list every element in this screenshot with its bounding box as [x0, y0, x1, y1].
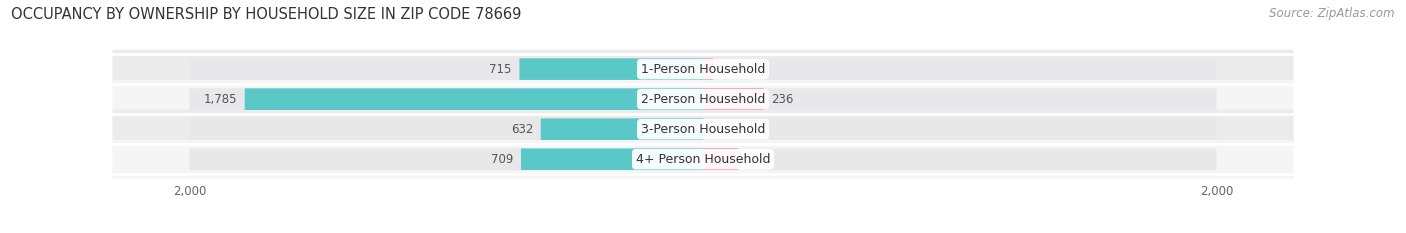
FancyBboxPatch shape [190, 88, 1216, 110]
Text: 4+ Person Household: 4+ Person Household [636, 153, 770, 166]
Text: 2: 2 [711, 123, 718, 136]
Text: 2-Person Household: 2-Person Household [641, 93, 765, 106]
FancyBboxPatch shape [519, 58, 703, 80]
FancyBboxPatch shape [112, 110, 1294, 149]
FancyBboxPatch shape [703, 58, 713, 80]
Text: 3-Person Household: 3-Person Household [641, 123, 765, 136]
Text: Source: ZipAtlas.com: Source: ZipAtlas.com [1270, 7, 1395, 20]
Text: 1-Person Household: 1-Person Household [641, 63, 765, 76]
FancyBboxPatch shape [541, 118, 703, 140]
FancyBboxPatch shape [112, 80, 1294, 119]
Text: 715: 715 [489, 63, 512, 76]
FancyBboxPatch shape [190, 148, 1216, 170]
Text: OCCUPANCY BY OWNERSHIP BY HOUSEHOLD SIZE IN ZIP CODE 78669: OCCUPANCY BY OWNERSHIP BY HOUSEHOLD SIZE… [11, 7, 522, 22]
Text: 137: 137 [745, 153, 768, 166]
FancyBboxPatch shape [703, 148, 738, 170]
Text: 236: 236 [772, 93, 793, 106]
FancyBboxPatch shape [522, 148, 703, 170]
FancyBboxPatch shape [245, 88, 703, 110]
Text: 709: 709 [491, 153, 513, 166]
Text: 1,785: 1,785 [204, 93, 238, 106]
Text: 632: 632 [510, 123, 533, 136]
FancyBboxPatch shape [112, 50, 1294, 89]
FancyBboxPatch shape [190, 58, 1216, 80]
FancyBboxPatch shape [112, 140, 1294, 179]
Text: 40: 40 [721, 63, 735, 76]
FancyBboxPatch shape [703, 88, 763, 110]
FancyBboxPatch shape [190, 118, 1216, 140]
